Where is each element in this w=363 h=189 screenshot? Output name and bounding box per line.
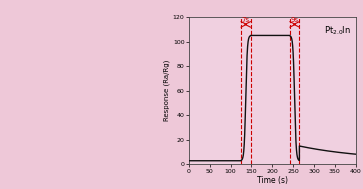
- Text: 9s: 9s: [290, 17, 299, 23]
- Text: Pt$_{2.0}$In: Pt$_{2.0}$In: [324, 24, 351, 37]
- Text: 7s: 7s: [242, 17, 250, 23]
- Y-axis label: Response (Ra/Rg): Response (Ra/Rg): [164, 60, 170, 121]
- X-axis label: Time (s): Time (s): [257, 176, 288, 185]
